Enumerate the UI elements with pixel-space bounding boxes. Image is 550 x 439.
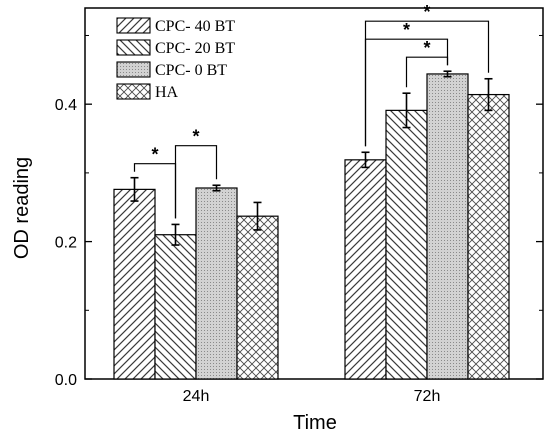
x-tick-label: 72h <box>414 388 441 405</box>
bar <box>344 159 387 380</box>
bar <box>236 215 279 380</box>
bar <box>113 188 156 380</box>
significance-label: * <box>151 145 158 165</box>
axes-frame <box>84 7 544 380</box>
y-tick-label: 0.2 <box>55 235 77 252</box>
x-tick-label: 24h <box>183 388 210 405</box>
legend-label: HA <box>155 84 179 101</box>
plot-area: 0.0 0.2 0.4 24h 72h * * * * * <box>55 2 544 405</box>
significance-label: * <box>423 2 430 22</box>
bar <box>154 234 197 380</box>
legend-swatch <box>116 17 151 34</box>
y-tick-label: 0.4 <box>55 97 77 114</box>
bar <box>467 93 510 380</box>
y-axis-title: OD reading <box>11 157 33 259</box>
legend-label: CPC- 40 BT <box>155 18 235 35</box>
legend: CPC- 40 BT CPC- 20 BT CPC- 0 BT HA <box>116 17 235 101</box>
y-tick-label: 0.0 <box>55 372 77 389</box>
significance-bracket <box>364 20 490 147</box>
legend-label: CPC- 0 BT <box>155 62 227 79</box>
legend-swatch <box>116 61 151 78</box>
bar <box>385 109 428 380</box>
legend-swatch <box>116 83 151 100</box>
significance-label: * <box>403 20 410 40</box>
significance-label: * <box>192 127 199 147</box>
significance-bracket <box>174 145 218 219</box>
significance-label: * <box>423 38 430 58</box>
legend-swatch <box>116 39 151 56</box>
bar <box>426 73 469 380</box>
legend-label: CPC- 20 BT <box>155 40 235 57</box>
bar <box>195 187 238 380</box>
x-axis-title: Time <box>293 412 337 434</box>
